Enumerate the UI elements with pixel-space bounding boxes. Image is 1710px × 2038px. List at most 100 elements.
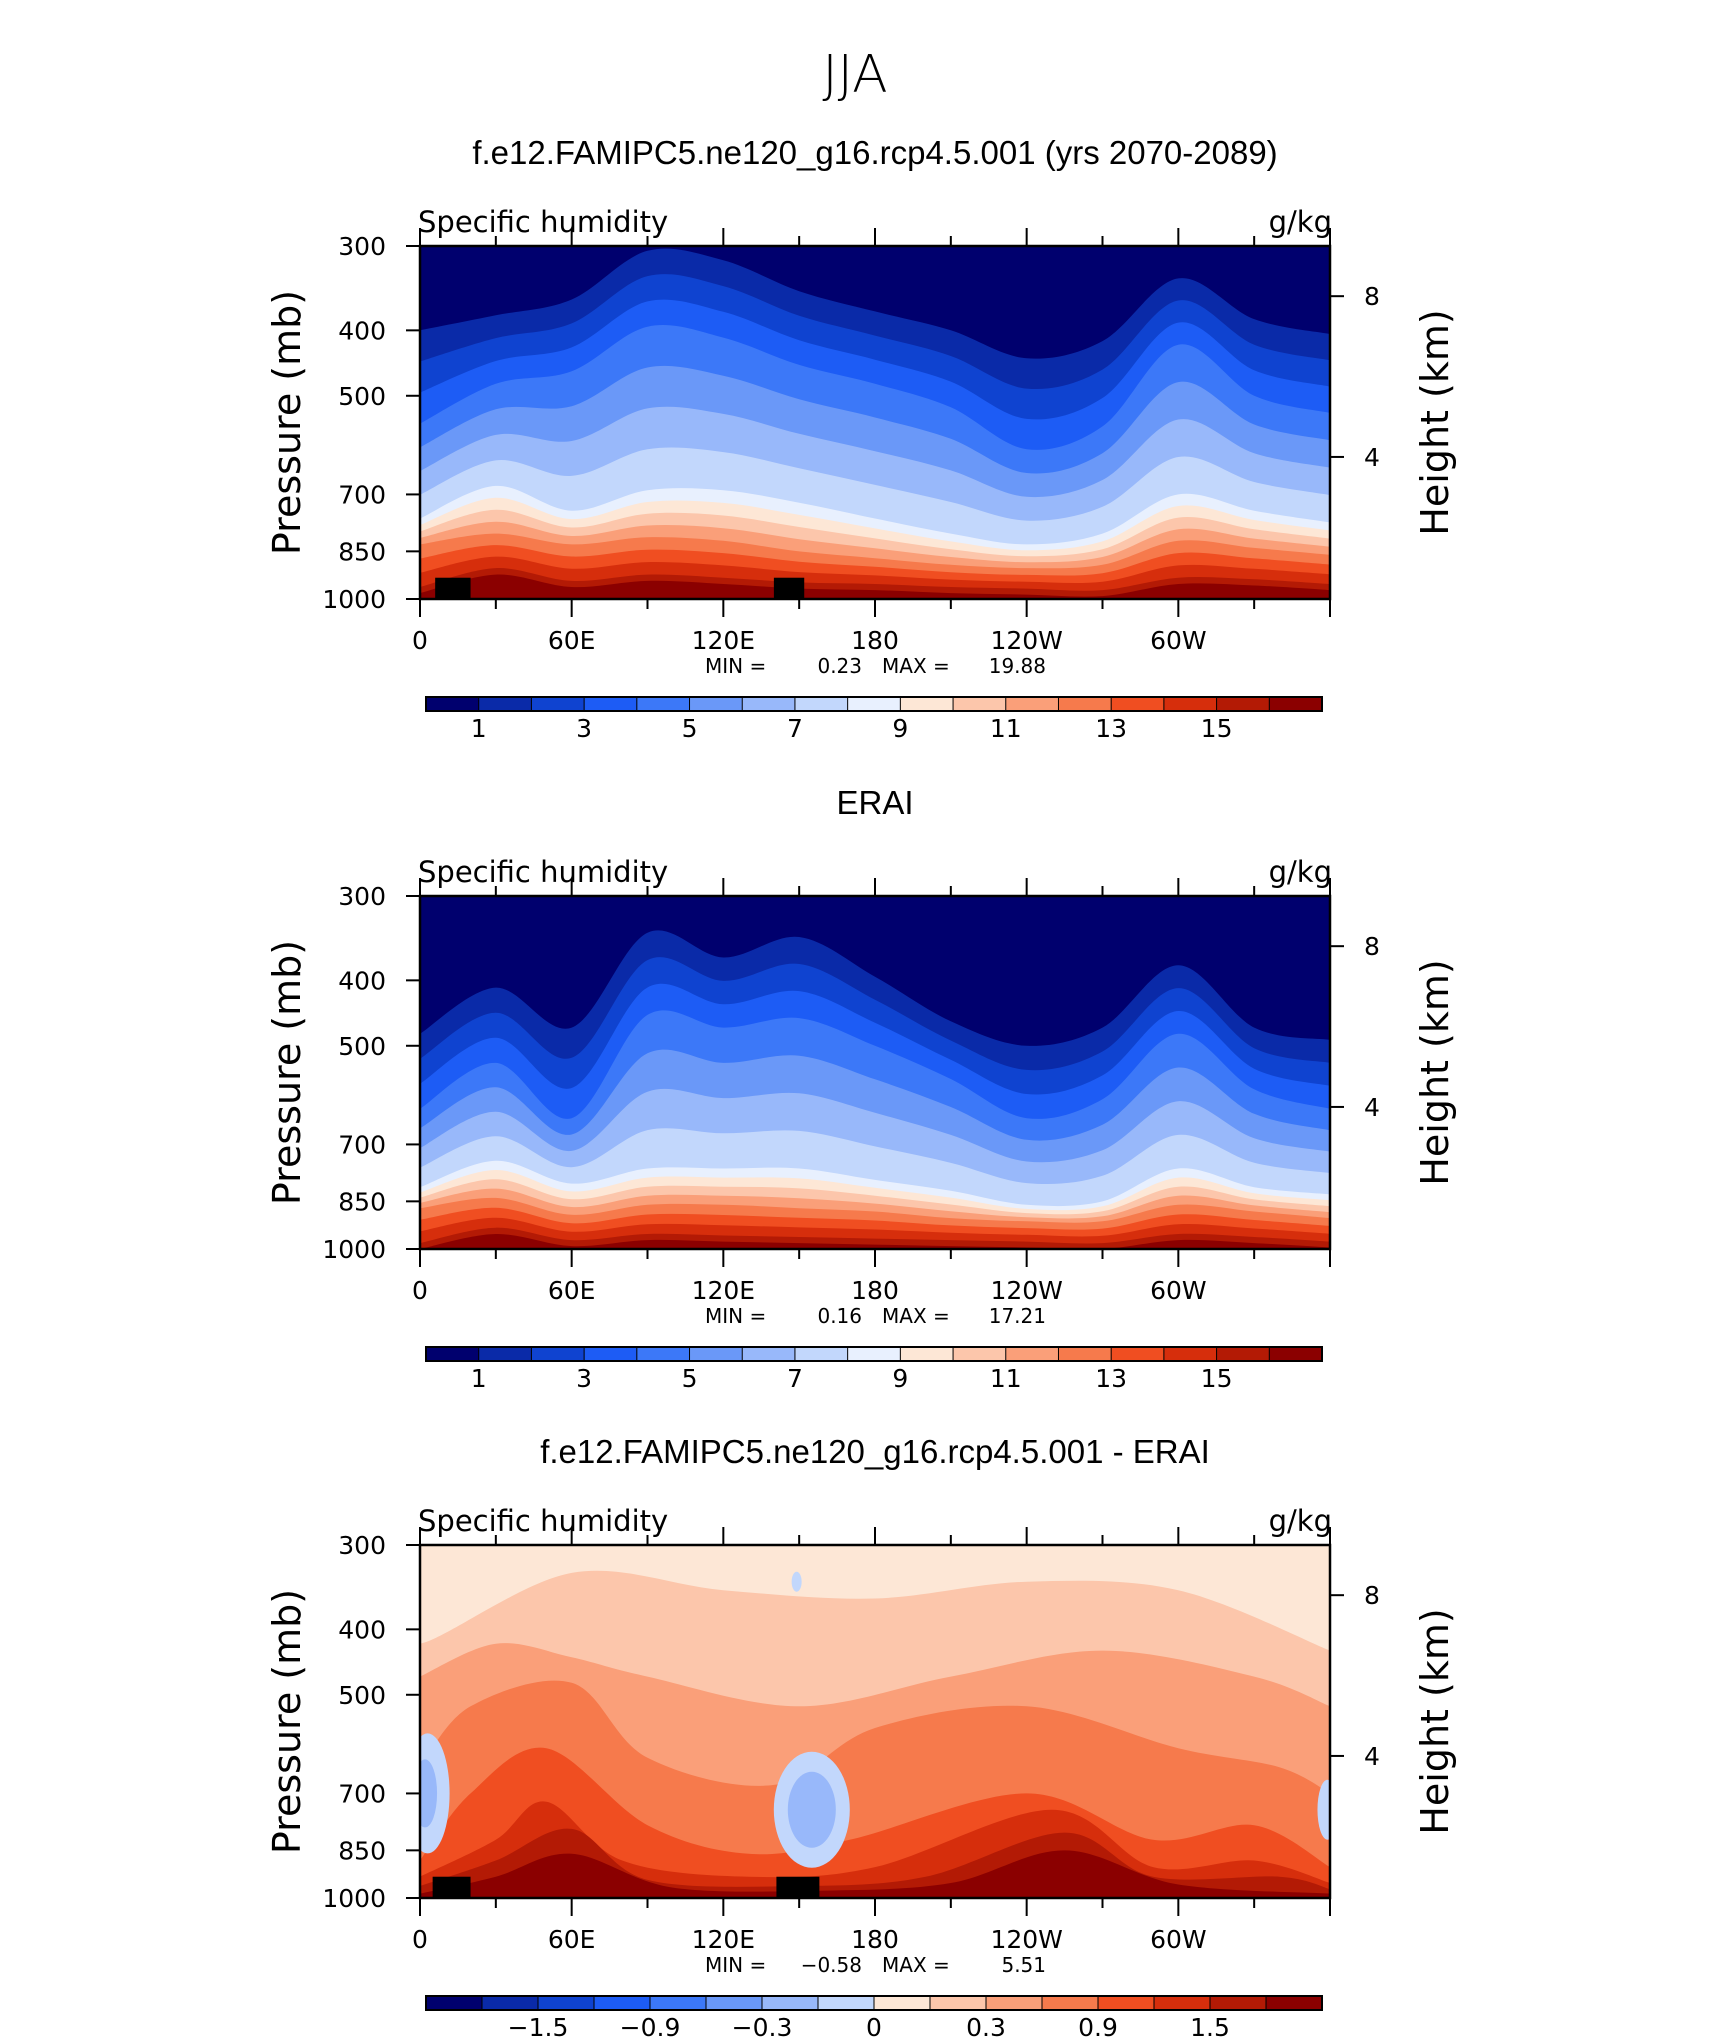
colorbar-swatch [985, 1995, 1043, 2011]
neg-anomaly-small [791, 1571, 802, 1592]
colorbar-frame [425, 1346, 1323, 1362]
colorbar-swatch [1005, 1346, 1060, 1362]
lon-tick-label: 60W [1150, 1276, 1207, 1305]
colorbar-swatch [741, 1346, 796, 1362]
height-tick-label: 4 [1364, 1742, 1380, 1771]
height-axis-title: Height (km) [1413, 959, 1457, 1185]
topography-block-1 [773, 577, 805, 599]
max-value: 19.88 [989, 654, 1046, 678]
colorbar-swatch [1057, 1346, 1113, 1362]
pressure-tick-label: 500 [338, 382, 386, 411]
panel-title: f.e12.FAMIPC5.ne120_g16.rcp4.5.001 (yrs … [472, 134, 1277, 171]
lon-tick-label: 180 [851, 1925, 899, 1954]
min-label: MIN = [705, 1953, 766, 1977]
height-tick-label: 8 [1364, 932, 1380, 961]
pressure-tick-label: 400 [338, 316, 386, 345]
height-tick-label: 8 [1364, 282, 1380, 311]
colorbar-swatch [847, 696, 902, 712]
lon-tick-label: 120E [692, 626, 756, 655]
colorbar-swatch [1209, 1995, 1267, 2011]
colorbar-swatch [952, 696, 1007, 712]
pressure-tick-label: 300 [338, 1531, 386, 1560]
lon-tick-label: 180 [851, 1276, 899, 1305]
lon-tick-label: 60W [1150, 1925, 1207, 1954]
units-label: g/kg [1269, 205, 1332, 239]
colorbar-swatch [1268, 1346, 1323, 1362]
max-label: MAX = [882, 654, 950, 678]
colorbar-label: 7 [787, 1364, 803, 1393]
colorbar-swatch [425, 696, 480, 712]
pressure-tick-label: 400 [338, 1615, 386, 1644]
lon-tick-label: 120W [990, 626, 1062, 655]
colorbar-swatch [478, 1346, 533, 1362]
colorbar-swatch [817, 1995, 875, 2011]
colorbar-frame [425, 696, 1323, 712]
colorbar-swatch [952, 1346, 1007, 1362]
pressure-axis-title: Pressure (mb) [265, 940, 309, 1205]
height-tick-label: 8 [1364, 1581, 1380, 1610]
min-value: 0.16 [817, 1304, 862, 1328]
colorbar-swatch [636, 696, 691, 712]
panel-title: ERAI [836, 784, 913, 821]
topography-block-1 [776, 1876, 820, 1898]
max-label: MAX = [882, 1304, 950, 1328]
colorbar-swatch [689, 696, 744, 712]
pressure-tick-label: 700 [338, 1130, 386, 1159]
pressure-tick-label: 400 [338, 966, 386, 995]
neg-anomaly-inner [787, 1771, 836, 1848]
colorbar-swatch [1110, 696, 1165, 712]
colorbar-swatch [847, 1346, 902, 1362]
figure-title: JJA [822, 45, 887, 105]
lon-tick-label: 120E [692, 1276, 756, 1305]
colorbar-swatch [1041, 1995, 1099, 2011]
colorbar-label: 13 [1095, 714, 1127, 743]
colorbar-frame [425, 1995, 1323, 2011]
lon-tick-label: 120W [990, 1276, 1062, 1305]
colorbar-swatch [1110, 1346, 1165, 1362]
height-tick-label: 4 [1364, 1093, 1380, 1122]
diff-band-15 [420, 1850, 1330, 1898]
colorbar-label: 15 [1201, 714, 1233, 743]
lon-tick-label: 120W [990, 1925, 1062, 1954]
colorbar-swatch [481, 1995, 539, 2011]
colorbar-swatch [1265, 1995, 1323, 2011]
min-value: −0.58 [801, 1953, 862, 1977]
colorbar-label: 5 [682, 714, 698, 743]
colorbar-swatch [583, 696, 638, 712]
colorbar-swatch [899, 1346, 955, 1362]
colorbar-label: 1 [471, 714, 487, 743]
max-label: MAX = [882, 1953, 950, 1977]
colorbar-label: 9 [892, 714, 908, 743]
colorbar-swatch [478, 696, 533, 712]
neg-anomaly-east [1317, 1779, 1330, 1840]
colorbar-label: 0.9 [1078, 2013, 1118, 2038]
colorbar-swatch [1163, 696, 1218, 712]
colorbar-label: 3 [576, 1364, 592, 1393]
colorbar-swatch [1163, 1346, 1218, 1362]
colorbar-label: −0.9 [620, 2013, 681, 2038]
units-label: g/kg [1269, 1504, 1332, 1538]
pressure-tick-label: 850 [338, 1836, 386, 1865]
colorbar-swatch [1216, 1346, 1271, 1362]
contour-band-16 [420, 574, 1330, 599]
pressure-tick-label: 700 [338, 480, 386, 509]
min-label: MIN = [705, 654, 766, 678]
pressure-tick-label: 1000 [322, 1884, 386, 1913]
panel-title: f.e12.FAMIPC5.ne120_g16.rcp4.5.001 - ERA… [540, 1433, 1210, 1470]
pressure-tick-label: 500 [338, 1681, 386, 1710]
colorbar-swatch [899, 696, 955, 712]
colorbar-swatch [425, 1346, 480, 1362]
colorbar-swatch [593, 1995, 651, 2011]
colorbar-label: 1 [471, 1364, 487, 1393]
max-value: 5.51 [1001, 1953, 1046, 1977]
colorbar-label: 9 [892, 1364, 908, 1393]
pressure-axis-title: Pressure (mb) [265, 1589, 309, 1854]
colorbar-swatch [530, 696, 586, 712]
colorbar-swatch [649, 1995, 707, 2011]
colorbar-swatch [873, 1995, 931, 2011]
lon-tick-label: 120E [692, 1925, 756, 1954]
colorbar-label: 3 [576, 714, 592, 743]
pressure-tick-label: 1000 [322, 1235, 386, 1264]
